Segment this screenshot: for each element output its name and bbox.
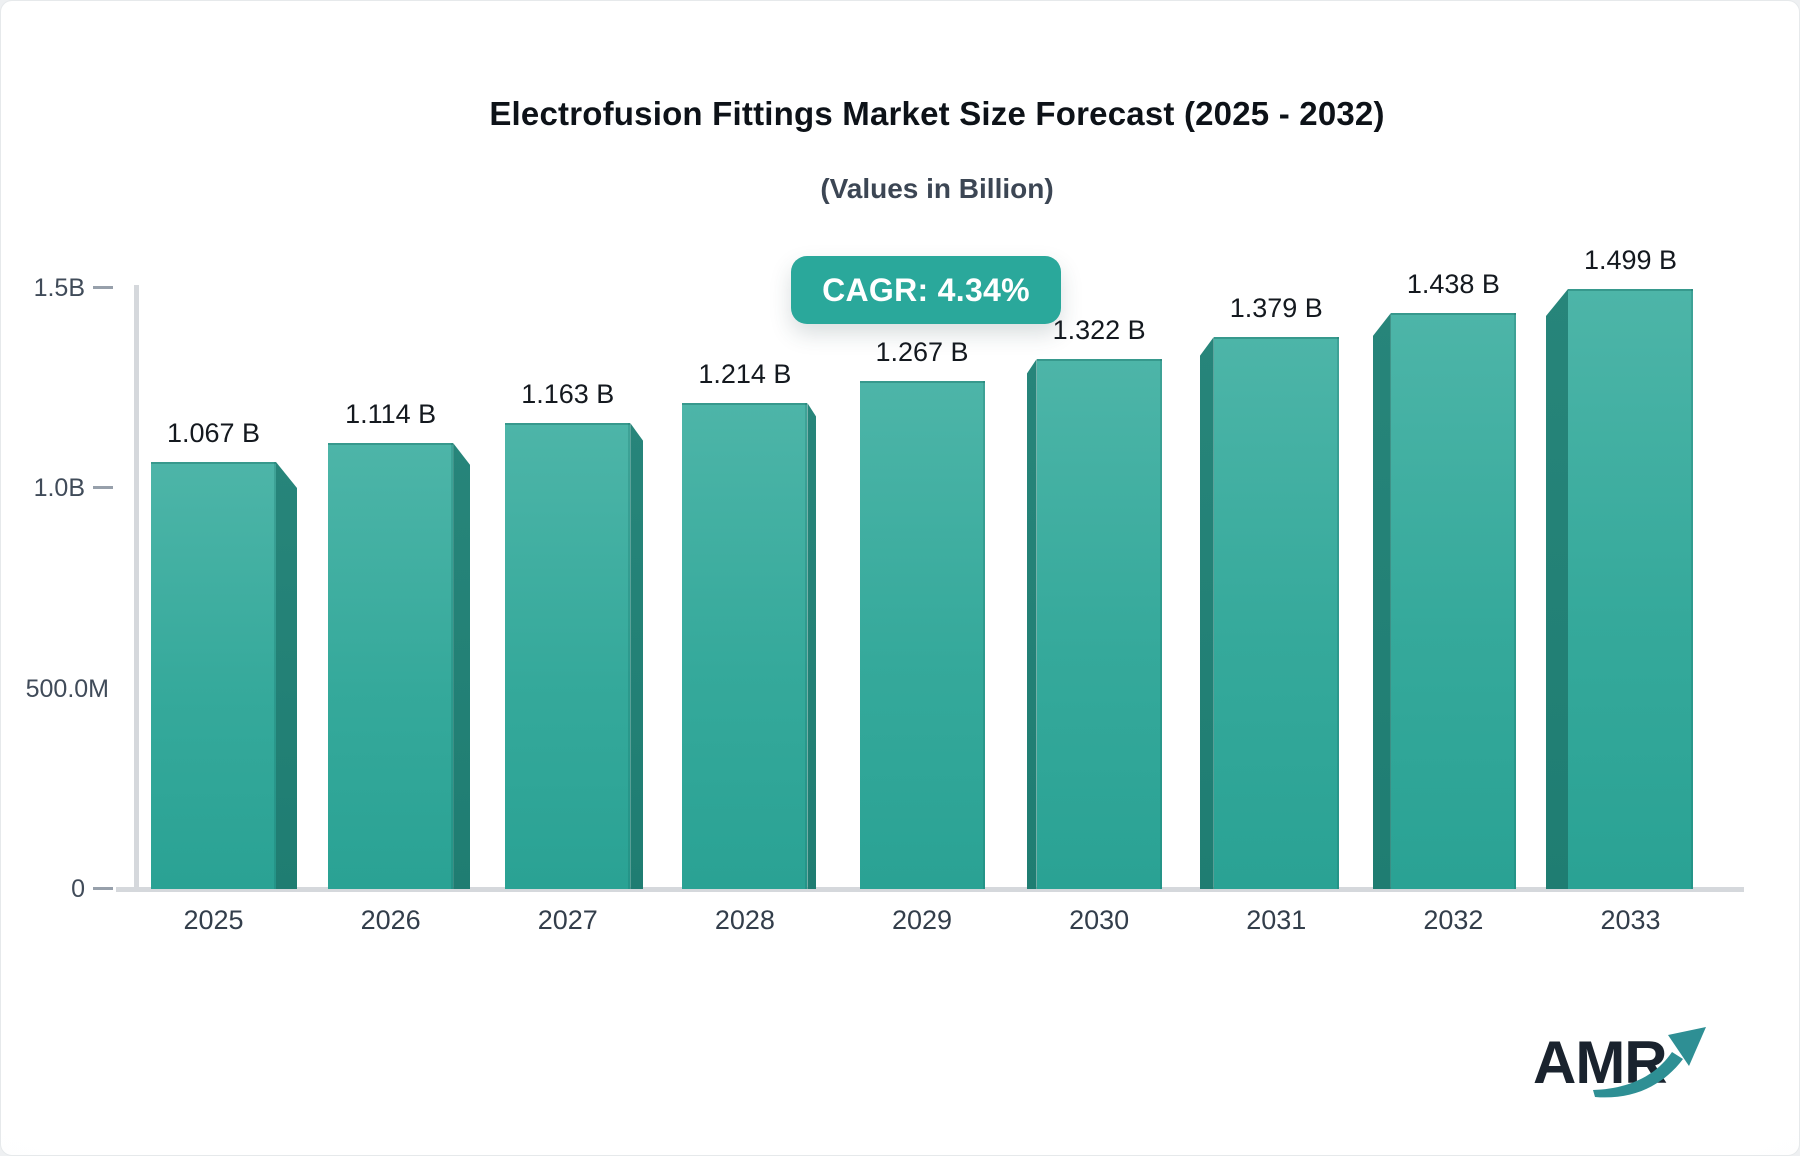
x-axis-label: 2030 [1069,905,1130,935]
bar-value-label: 1.438 B [1406,269,1500,299]
bar-front-face [682,403,808,889]
bar-2025[interactable] [151,462,297,889]
y-tick-mark [93,887,113,890]
y-tick-label: 500.0M [25,674,109,703]
bar-front-face [1568,289,1693,889]
y-tick-label: 0 [71,875,85,903]
bar-2027[interactable] [505,423,644,889]
bar-2026[interactable] [328,443,471,889]
bar-value-label: 1.067 B [166,418,261,448]
bar-2028[interactable] [682,403,817,889]
bar-front-face [1390,313,1516,889]
bar-value-label: 1.214 B [698,359,792,389]
x-axis-label: 2032 [1423,905,1484,935]
x-axis-label: 2027 [537,905,598,935]
bar-2033[interactable] [1546,289,1693,889]
bar-side-face [453,443,471,889]
bar-side-face [1026,359,1037,889]
bar-value-label: 1.322 B [1052,315,1146,345]
x-axis-label: 2026 [360,905,421,935]
y-axis-line [134,285,139,892]
x-axis-label: 2028 [714,905,775,935]
bar-front-face [151,462,276,889]
x-axis-label: 2025 [183,905,244,935]
bar-front-face [505,423,631,889]
x-axis-line [116,887,1744,892]
bar-side-face [1199,337,1214,889]
bar-side-face [276,462,297,889]
x-axis-label: 2029 [891,905,953,935]
bar-value-label: 1.267 B [875,337,969,367]
y-tick-label: 1.0B [33,474,85,503]
chart-subtitle: (Values in Billion) [820,173,1054,204]
x-axis-label: 2031 [1246,905,1307,935]
bar-side-face [1372,313,1391,889]
y-tick-mark [93,286,113,290]
bar-side-face [807,403,817,889]
bar-front-face [328,443,454,889]
bar-front-face [1213,337,1339,889]
bar-2032[interactable] [1372,313,1516,889]
chart-title: Electrofusion Fittings Market Size Forec… [489,95,1385,132]
bar-front-face [859,381,985,889]
bar-front-face [1036,359,1162,889]
bar-value-label: 1.379 B [1229,293,1323,323]
bar-value-label: 1.499 B [1583,245,1678,275]
bar-value-label: 1.163 B [521,379,615,409]
x-axis-label: 2033 [1600,905,1661,935]
amr-logo-arrow-swoosh [1593,1052,1683,1098]
amr-logo: AMR [1533,1027,1706,1098]
bar-side-face [1546,289,1568,889]
bar-side-face [630,423,644,889]
cagr-badge: CAGR: 4.34% [791,256,1061,324]
bar-2030[interactable] [1026,359,1162,889]
bar-2031[interactable] [1199,337,1339,889]
bar-value-label: 1.114 B [345,399,437,429]
y-tick-mark [93,486,113,490]
amr-logo-arrowhead [1668,1027,1706,1066]
y-tick-label: 1.5B [33,274,85,303]
bar-2029[interactable] [859,381,985,889]
